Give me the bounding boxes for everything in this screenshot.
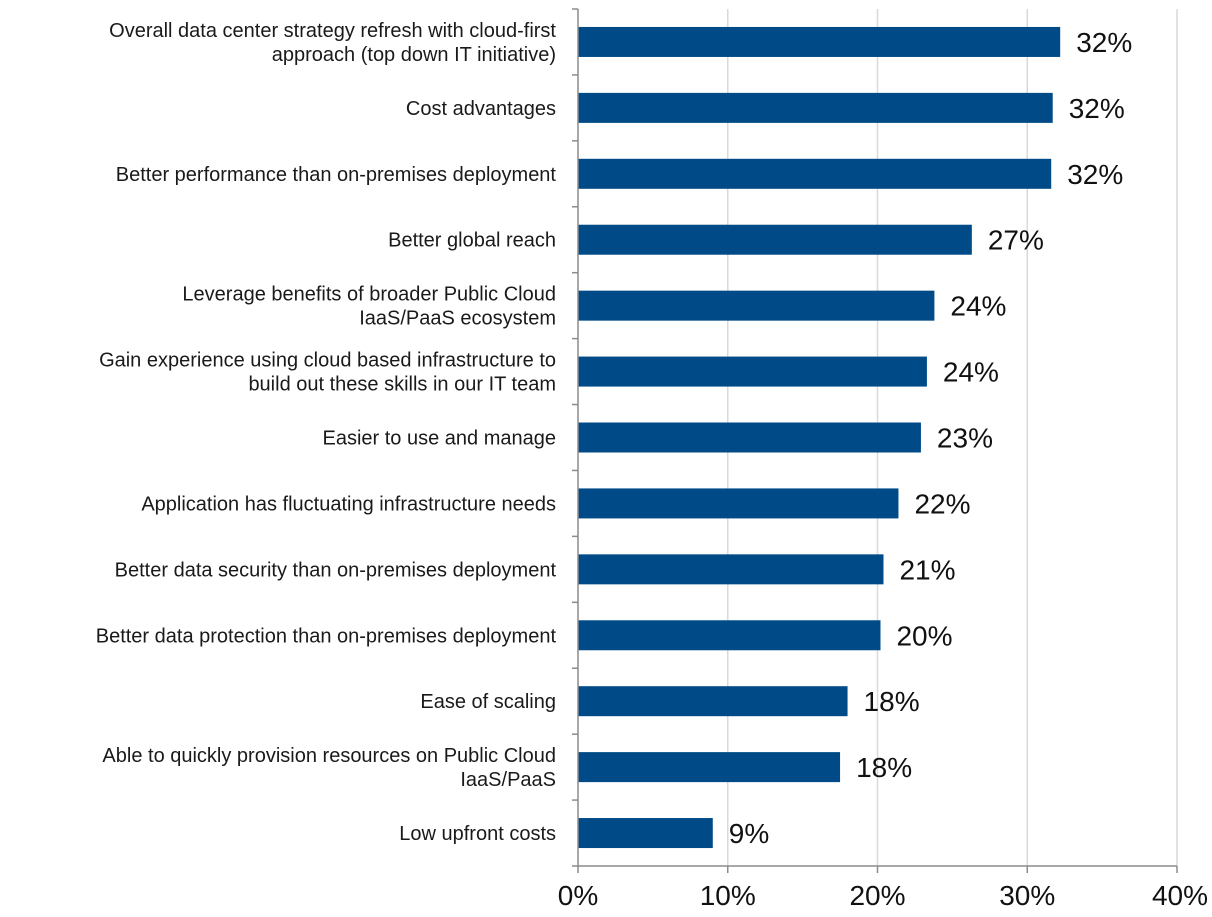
bar-4 <box>578 290 935 321</box>
data-label-7: 22% <box>914 488 970 519</box>
bar-10 <box>578 686 848 717</box>
bar-7 <box>578 488 899 519</box>
bar-1 <box>578 92 1053 123</box>
bars <box>578 26 1061 849</box>
category-label-2: Better performance than on-premises depl… <box>116 164 557 186</box>
labels: Overall data center strategy refresh wit… <box>96 20 1208 911</box>
bar-2 <box>578 158 1052 189</box>
data-label-4: 24% <box>950 291 1006 322</box>
category-label-1: Cost advantages <box>406 98 556 120</box>
bar-0 <box>578 26 1061 57</box>
x-tick-label-20: 20% <box>849 880 905 911</box>
category-label-9: Better data protection than on-premises … <box>96 625 557 647</box>
x-tick-label-30: 30% <box>999 880 1055 911</box>
category-label-5-line-0: Gain experience using cloud based infras… <box>99 350 556 372</box>
category-label-4-line-1: IaaS/PaaS ecosystem <box>359 308 556 330</box>
data-label-11: 18% <box>856 752 912 783</box>
data-label-1: 32% <box>1069 93 1125 124</box>
category-label-0-line-1: approach (top down IT initiative) <box>272 44 556 66</box>
bar-8 <box>578 554 884 585</box>
data-label-8: 21% <box>899 554 955 585</box>
bar-3 <box>578 224 972 255</box>
category-label-10: Ease of scaling <box>420 691 556 713</box>
axes <box>572 8 1178 873</box>
data-label-6: 23% <box>937 423 993 454</box>
category-label-7: Application has fluctuating infrastructu… <box>141 493 556 515</box>
bar-6 <box>578 422 921 453</box>
category-label-8: Better data security than on-premises de… <box>115 559 557 581</box>
data-label-10: 18% <box>864 686 920 717</box>
category-label-11-line-0: Able to quickly provision resources on P… <box>102 745 556 767</box>
bar-11 <box>578 752 841 783</box>
bar-12 <box>578 818 713 849</box>
data-label-0: 32% <box>1076 27 1132 58</box>
category-label-6: Easier to use and manage <box>323 428 557 450</box>
data-label-9: 20% <box>896 620 952 651</box>
data-label-5: 24% <box>943 357 999 388</box>
x-tick-label-40: 40% <box>1152 880 1208 911</box>
category-label-0-line-0: Overall data center strategy refresh wit… <box>109 20 556 42</box>
category-label-12: Low upfront costs <box>399 823 556 845</box>
bar-5 <box>578 356 927 387</box>
data-label-2: 32% <box>1067 159 1123 190</box>
bar-9 <box>578 620 881 651</box>
category-label-4-line-0: Leverage benefits of broader Public Clou… <box>182 284 556 306</box>
data-label-12: 9% <box>729 818 769 849</box>
data-label-3: 27% <box>988 225 1044 256</box>
category-label-3: Better global reach <box>388 230 556 252</box>
category-label-5-line-1: build out these skills in our IT team <box>248 374 556 396</box>
x-tick-label-10: 10% <box>700 880 756 911</box>
x-tick-label-0: 0% <box>558 880 598 911</box>
category-label-11-line-1: IaaS/PaaS <box>460 769 556 791</box>
